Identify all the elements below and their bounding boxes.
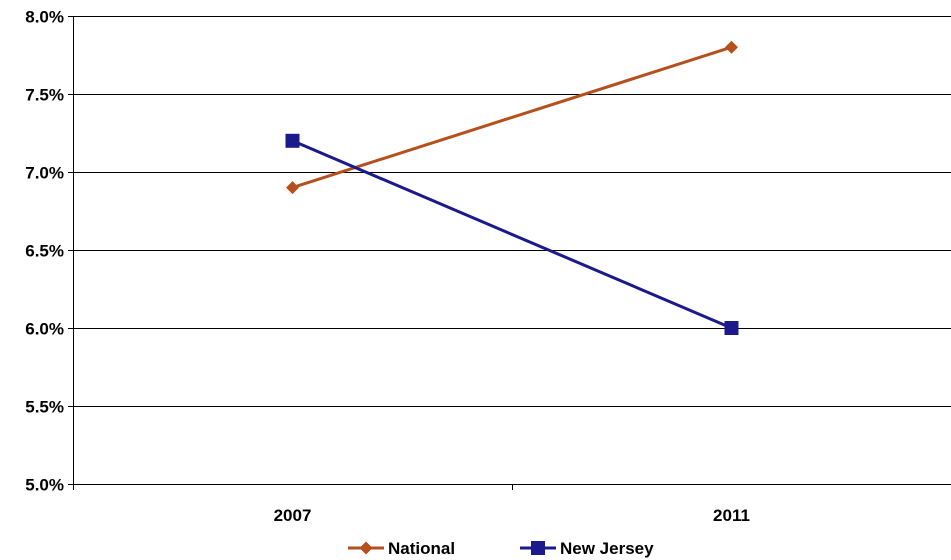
y-tick-labels: 5.0% 5.5% 6.0% 6.5% 7.0% 7.5% 8.0% [25, 8, 64, 495]
legend: National New Jersey [348, 539, 654, 558]
legend-marker [359, 541, 373, 555]
y-tick-label: 8.0% [25, 8, 64, 27]
data-point-national [725, 40, 738, 54]
y-tick-label: 6.0% [25, 320, 64, 339]
x-tick-labels: 2007 2011 [274, 506, 750, 525]
axes [68, 16, 513, 490]
legend-label: National [388, 539, 455, 558]
data-point-new-jersey [724, 321, 739, 335]
data-point-national [286, 181, 299, 195]
y-tick-label: 7.0% [25, 164, 64, 183]
series-lines [285, 40, 739, 335]
y-tick-label: 7.5% [25, 86, 64, 105]
series-line-national [292, 45, 732, 190]
y-tick-label: 5.5% [25, 398, 64, 417]
x-tick-label: 2007 [274, 506, 312, 525]
x-tick-label: 2011 [713, 506, 750, 525]
legend-label: New Jersey [560, 539, 654, 558]
gridlines [73, 16, 951, 485]
data-point-new-jersey [285, 133, 300, 148]
legend-marker [531, 541, 545, 555]
y-tick-label: 5.0% [25, 476, 64, 495]
y-tick-label: 6.5% [25, 242, 64, 261]
series-line-new-jersey [291, 139, 733, 330]
